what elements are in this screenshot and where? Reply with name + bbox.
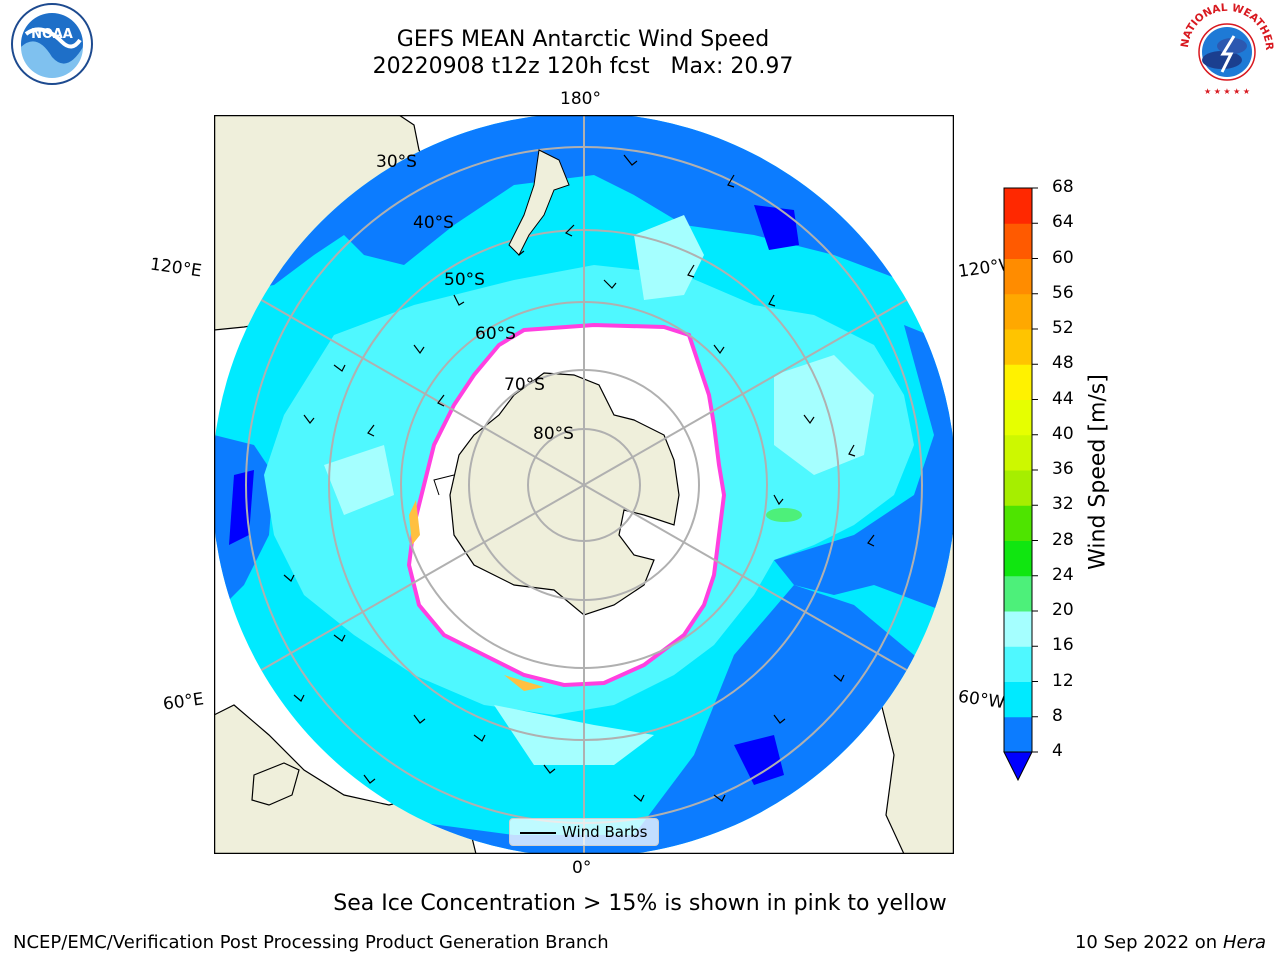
colorbar-segment	[1004, 575, 1032, 612]
colorbar-segment	[1004, 293, 1032, 330]
band-4-8	[214, 115, 954, 335]
colorbar-tick-label: 60	[1052, 247, 1074, 268]
colorbar-tick-label: 8	[1052, 705, 1063, 726]
colorbar-tick-label: 24	[1052, 564, 1074, 585]
colorbar-tick-label: 56	[1052, 282, 1074, 303]
legend-label: Wind Barbs	[562, 823, 648, 841]
colorbar-tick-label: 16	[1052, 635, 1074, 656]
colorbar-segment	[1004, 399, 1032, 436]
colorbar-tick-label: 52	[1052, 318, 1074, 338]
colorbar-tick-label: 64	[1052, 212, 1074, 233]
lon-label-60w: 60°W	[956, 686, 1007, 714]
polar-map	[214, 115, 954, 854]
svg-text:★ ★ ★ ★ ★: ★ ★ ★ ★ ★	[1204, 87, 1250, 96]
colorbar-segment	[1004, 188, 1032, 224]
lon-label-60e: 60°E	[161, 689, 206, 715]
colorbar-segment	[1004, 258, 1032, 295]
colorbar	[1003, 187, 1038, 782]
footer-branch: NCEP/EMC/Verification Post Processing Pr…	[13, 932, 609, 953]
lon-label-120e: 120°E	[148, 254, 203, 282]
noaa-logo-text: NOAA	[31, 27, 73, 42]
wind-barb-legend-icon	[520, 832, 556, 834]
colorbar-title: Wind Speed [m/s]	[1085, 374, 1111, 570]
colorbar-segment	[1004, 434, 1032, 471]
band-16-20	[634, 215, 704, 300]
colorbar-segment	[1004, 364, 1032, 400]
map-title: GEFS MEAN Antarctic Wind Speed	[396, 27, 770, 52]
colorbar-segment	[1004, 716, 1032, 753]
nws-logo-icon: NATIONAL WEATHER SERVICE ★ ★ ★ ★ ★	[1176, 2, 1275, 96]
antarctica-land	[449, 372, 680, 616]
south-africa-land	[214, 704, 477, 854]
map-legend: Wind Barbs	[509, 818, 659, 846]
noaa-logo-icon: NOAA	[11, 3, 93, 85]
lat-label-50s: 50°S	[444, 270, 485, 290]
colorbar-segment	[1004, 470, 1032, 506]
lat-label-80s: 80°S	[533, 424, 574, 444]
lat-label-40s: 40°S	[413, 213, 454, 233]
new-zealand-land	[508, 149, 570, 256]
colorbar-segment	[1004, 681, 1032, 718]
colorbar-tick-label: 44	[1052, 388, 1074, 409]
band-16-20-c	[494, 705, 654, 765]
colorbar-tick-label: 20	[1052, 600, 1074, 620]
footer-date-text: 10 Sep 2022 on	[1074, 932, 1218, 953]
band-4-8-right	[774, 325, 954, 615]
colorbar-tick-label: 40	[1052, 423, 1074, 444]
band-16-20-d	[324, 445, 394, 515]
colorbar-tick-label: 4	[1052, 741, 1063, 761]
lon-label-0: 0°	[572, 858, 592, 878]
colorbar-segment	[1004, 223, 1032, 259]
lat-label-30s: 30°S	[376, 152, 417, 172]
lon-label-180: 180°	[560, 89, 601, 109]
map-subtitle: 20220908 t12z 120h fcst Max: 20.97	[372, 54, 794, 79]
lat-label-70s: 70°S	[504, 375, 545, 395]
colorbar-tick-label: 12	[1052, 670, 1074, 691]
colorbar-extend-arrow	[1003, 751, 1033, 782]
colorbar-segment	[1004, 329, 1032, 365]
lat-label-60s: 60°S	[475, 324, 516, 344]
colorbar-segment	[1004, 505, 1032, 541]
colorbar-tick-label: 36	[1052, 459, 1074, 479]
colorbar-tick-label: 48	[1052, 353, 1074, 374]
colorbar-segment	[1004, 646, 1032, 682]
band-16-20-b	[774, 355, 874, 475]
colorbar-segment	[1004, 611, 1032, 647]
colorbar-segment	[1004, 540, 1032, 577]
colorbar-tick-label: 32	[1052, 494, 1074, 515]
sea-ice-caption: Sea Ice Concentration > 15% is shown in …	[333, 891, 947, 916]
colorbar-tick-label: 28	[1052, 529, 1074, 550]
band-4-8-bottom	[214, 585, 954, 854]
madagascar-land	[251, 762, 300, 806]
footer-date: 10 Sep 2022 on Hera	[1075, 932, 1266, 953]
colorbar-tick-label: 68	[1052, 177, 1074, 197]
footer-host: Hera	[1222, 932, 1266, 953]
